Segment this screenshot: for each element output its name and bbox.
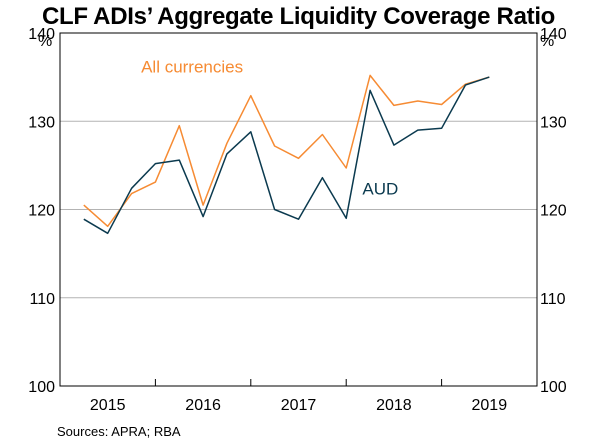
series-line-aud bbox=[83, 76, 490, 235]
y-unit-right: % bbox=[540, 33, 554, 50]
x-tick-2015: 2015 bbox=[90, 397, 126, 414]
series-label-aud: AUD bbox=[362, 179, 398, 198]
y-tick-right-120: 120 bbox=[540, 203, 567, 220]
label-layer: 100 100 110 110 120 120 130 130 140 140% % 2015 2016… bbox=[28, 26, 567, 414]
tick-layer bbox=[154, 379, 443, 386]
y-tick-left-140: 140 bbox=[28, 26, 55, 43]
y-unit-left: % bbox=[38, 33, 52, 50]
series-label-all: All currencies bbox=[141, 58, 243, 77]
grid-layer bbox=[60, 120, 537, 299]
chart-title: CLF ADIs’ Aggregate Liquidity Coverage R… bbox=[41, 3, 556, 30]
y-tick-right-130: 130 bbox=[540, 114, 567, 131]
chart-source: Sources: APRA; RBA bbox=[57, 424, 181, 439]
y-tick-right-100: 100 bbox=[540, 379, 567, 396]
x-tick-2019: 2019 bbox=[472, 397, 508, 414]
series-line-all bbox=[83, 74, 490, 228]
x-tick-2017: 2017 bbox=[281, 397, 317, 414]
y-tick-right-110: 110 bbox=[540, 291, 566, 308]
y-tick-left-120: 120 bbox=[28, 203, 55, 220]
y-tick-left-130: 130 bbox=[28, 114, 55, 131]
plot-frame bbox=[59, 32, 538, 387]
y-tick-right-140: 140 bbox=[540, 26, 567, 43]
y-tick-left-100: 100 bbox=[28, 379, 55, 396]
series-layer bbox=[83, 74, 490, 235]
y-tick-left-110: 110 bbox=[29, 291, 55, 308]
x-tick-2018: 2018 bbox=[376, 397, 412, 414]
x-tick-2016: 2016 bbox=[185, 397, 221, 414]
